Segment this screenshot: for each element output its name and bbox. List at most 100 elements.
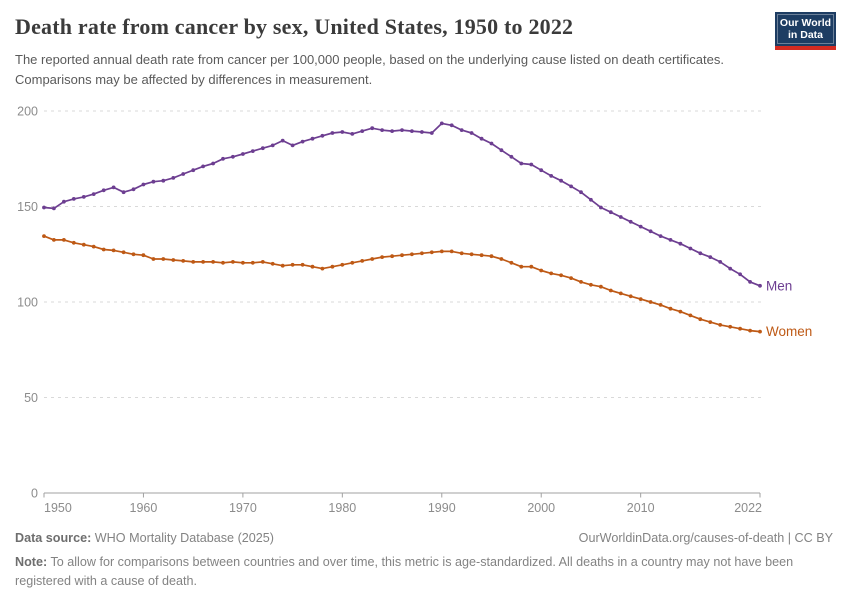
men-point (748, 280, 752, 284)
data-source: Data source: WHO Mortality Database (202… (15, 531, 274, 545)
data-source-text: WHO Mortality Database (2025) (91, 531, 274, 545)
women-point (62, 238, 66, 242)
men-point (439, 121, 444, 126)
men-point (569, 184, 573, 189)
women-point (121, 250, 126, 255)
women-point (608, 288, 613, 293)
women-point (390, 254, 394, 259)
footnote-label: Note: (15, 555, 48, 569)
men-point (101, 188, 106, 193)
women-point (738, 326, 742, 331)
men-point (201, 164, 206, 169)
women-point (161, 257, 166, 261)
x-axis-tick-label: 1990 (428, 501, 456, 515)
chart-subtitle: The reported annual death rate from canc… (15, 52, 724, 87)
women-point (350, 260, 355, 265)
men-point (608, 210, 613, 215)
women-point (131, 252, 136, 257)
men-point (648, 229, 653, 234)
logo-text-line2: in Data (787, 29, 823, 41)
women-point (231, 260, 235, 264)
women-point (241, 260, 245, 265)
men-point (91, 192, 96, 197)
women-point (151, 257, 156, 261)
men-point (290, 143, 295, 148)
men-point (81, 195, 86, 199)
men-point (758, 283, 762, 288)
men-point (559, 178, 563, 183)
men-point (131, 187, 136, 192)
women-point (71, 240, 76, 245)
attribution-link[interactable]: OurWorldinData.org/causes-of-death | CC … (578, 531, 833, 545)
men-point (121, 190, 126, 195)
women-point (370, 257, 375, 261)
women-point (559, 273, 563, 278)
women-point (310, 264, 315, 269)
women-point (668, 306, 673, 311)
women-point (400, 253, 404, 258)
women-point (141, 253, 146, 258)
women-point (191, 260, 196, 264)
women-point (221, 260, 225, 265)
women-point (330, 264, 335, 269)
men-point (529, 162, 534, 167)
women-point (599, 284, 603, 289)
women-point (648, 300, 653, 304)
men-point (728, 266, 733, 271)
women-point (250, 260, 255, 265)
women-point (569, 276, 573, 280)
men-point (698, 251, 703, 256)
men-point (52, 206, 56, 211)
women-point (638, 297, 643, 301)
men-point (390, 129, 394, 134)
logo-box: Our World in Data (775, 12, 836, 46)
logo-inner-border (777, 14, 834, 44)
men-point (241, 152, 245, 156)
men-point (191, 168, 196, 173)
men-point (420, 130, 424, 134)
women-point (171, 258, 176, 262)
women-point (718, 323, 723, 327)
men-point (459, 128, 464, 133)
women-point (549, 271, 554, 276)
men-point (579, 190, 583, 195)
women-point (410, 252, 414, 257)
women-point (280, 263, 285, 268)
men-point (211, 161, 216, 166)
women-point (728, 324, 733, 329)
men-point (708, 255, 713, 259)
y-axis-tick-label: 50 (24, 391, 38, 405)
men-point (380, 128, 384, 133)
women-point (469, 252, 474, 257)
women-point (479, 253, 484, 258)
x-axis-tick-label: 2022 (734, 501, 762, 515)
women-series-label: Women (766, 324, 812, 339)
men-point (479, 136, 484, 141)
men-point (599, 205, 603, 210)
men-point (678, 241, 683, 246)
men-point (280, 138, 285, 143)
women-point (290, 262, 295, 267)
y-axis-tick-label: 200 (17, 105, 38, 119)
logo-text-line1: Our World (779, 16, 832, 29)
owid-logo: Our World in Data (775, 12, 836, 50)
y-axis-tick-label: 100 (17, 296, 38, 310)
women-point (678, 309, 683, 314)
men-point (250, 149, 255, 154)
women-line (43, 235, 761, 333)
men-point (400, 128, 404, 133)
men-point (320, 133, 325, 138)
men-point (589, 197, 593, 202)
men-point (260, 146, 265, 151)
x-axis-tick-label: 1970 (229, 501, 257, 515)
men-point (231, 154, 235, 159)
women-point (748, 328, 752, 333)
men-point (449, 123, 454, 128)
logo-red-stripe (775, 46, 836, 50)
men-series-label: Men (766, 278, 792, 293)
women-point (201, 260, 206, 264)
women-point (758, 329, 762, 334)
men-point (499, 148, 504, 153)
men-point (519, 161, 524, 166)
women-point (539, 268, 544, 273)
